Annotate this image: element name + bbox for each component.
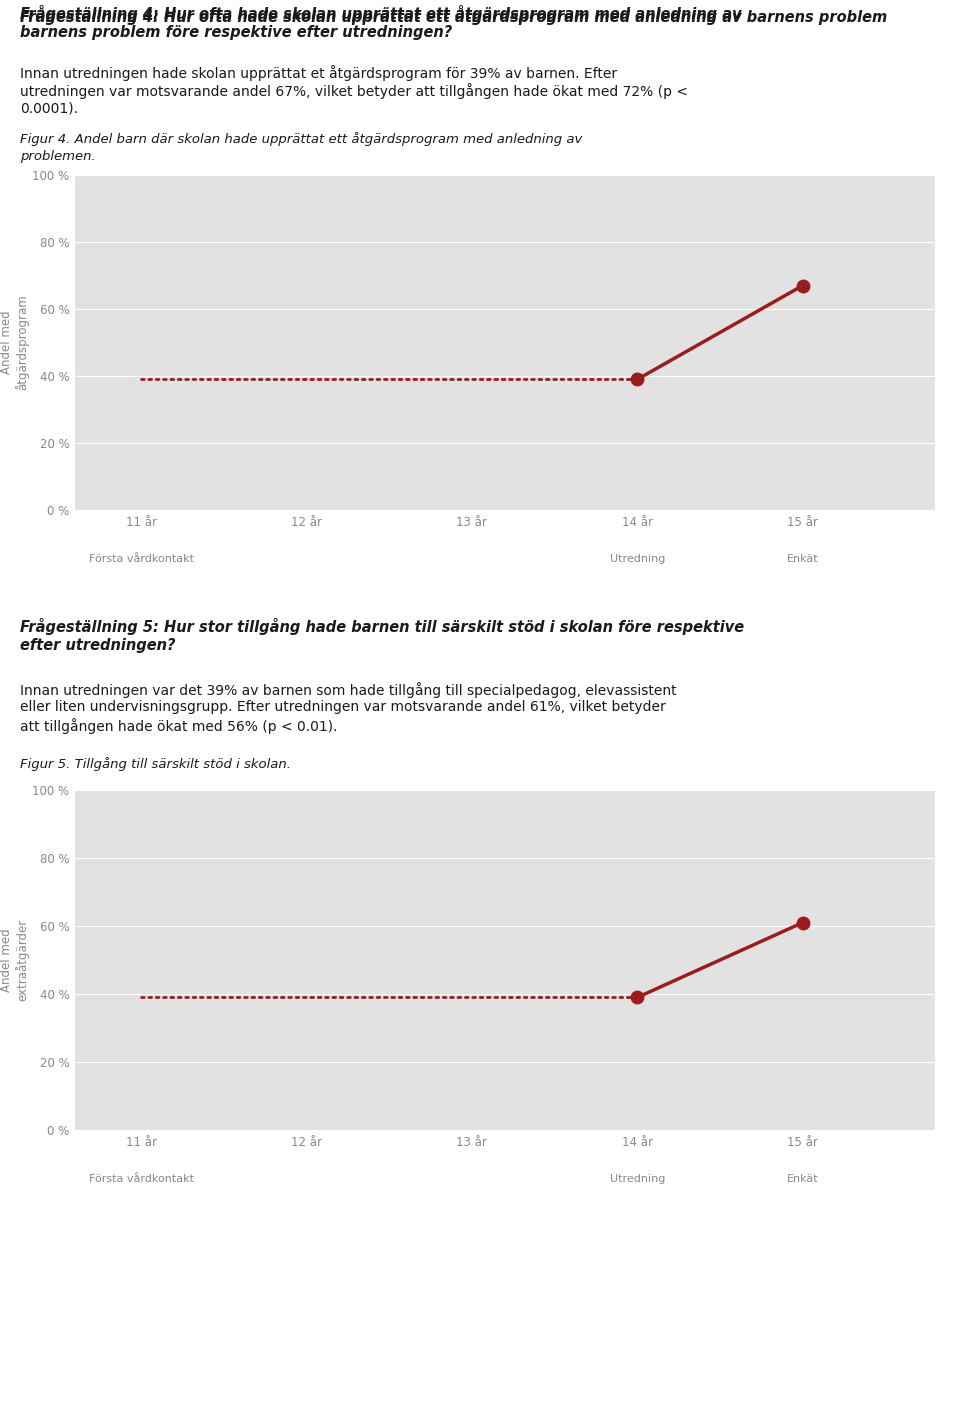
Text: Utredning: Utredning xyxy=(610,554,665,563)
Text: Frågeställning 5: Hur stor tillgång hade barnen till särskilt stöd i skolan före: Frågeställning 5: Hur stor tillgång hade… xyxy=(20,618,744,635)
Text: 0.0001).: 0.0001). xyxy=(20,101,78,115)
Text: barnens problem före respektive efter utredningen?: barnens problem före respektive efter ut… xyxy=(20,25,452,39)
Text: Enkät: Enkät xyxy=(787,1175,819,1184)
Text: Innan utredningen hade skolan upprättat et åtgärdsprogram för 39% av barnen. Eft: Innan utredningen hade skolan upprättat … xyxy=(20,65,617,81)
Text: Andel med
extraåtgärder: Andel med extraåtgärder xyxy=(0,919,30,1002)
Text: Enkät: Enkät xyxy=(787,554,819,563)
Text: Figur 4. Andel barn där skolan hade upprättat ett åtgärdsprogram med anledning a: Figur 4. Andel barn där skolan hade uppr… xyxy=(20,132,583,146)
Text: Innan utredningen var det 39% av barnen som hade tillgång till specialpedagog, e: Innan utredningen var det 39% av barnen … xyxy=(20,681,677,698)
Text: att tillgången hade ökat med 56% (p < 0.01).: att tillgången hade ökat med 56% (p < 0.… xyxy=(20,718,338,733)
Text: Frågeställning 4: Hur ofta hade skolan upprättat ett åtgärdsprogram med anlednin: Frågeställning 4: Hur ofta hade skolan u… xyxy=(20,8,887,25)
Text: problemen.: problemen. xyxy=(20,150,96,163)
Text: Frågeställning 4: Hur ofta hade skolan upprättat ett åtgärdsprogram med anlednin: Frågeställning 4: Hur ofta hade skolan u… xyxy=(20,6,742,22)
Text: Figur 5. Tillgång till särskilt stöd i skolan.: Figur 5. Tillgång till särskilt stöd i s… xyxy=(20,757,291,771)
Text: utredningen var motsvarande andel 67%, vilket betyder att tillgången hade ökat m: utredningen var motsvarande andel 67%, v… xyxy=(20,83,688,98)
Text: Andel med
åtgärdsprogram: Andel med åtgärdsprogram xyxy=(0,295,30,391)
Text: Första vårdkontakt: Första vårdkontakt xyxy=(88,554,194,563)
Text: efter utredningen?: efter utredningen? xyxy=(20,638,176,653)
Text: Utredning: Utredning xyxy=(610,1175,665,1184)
Text: Första vårdkontakt: Första vårdkontakt xyxy=(88,1175,194,1184)
Text: eller liten undervisningsgrupp. Efter utredningen var motsvarande andel 61%, vil: eller liten undervisningsgrupp. Efter ut… xyxy=(20,700,665,714)
